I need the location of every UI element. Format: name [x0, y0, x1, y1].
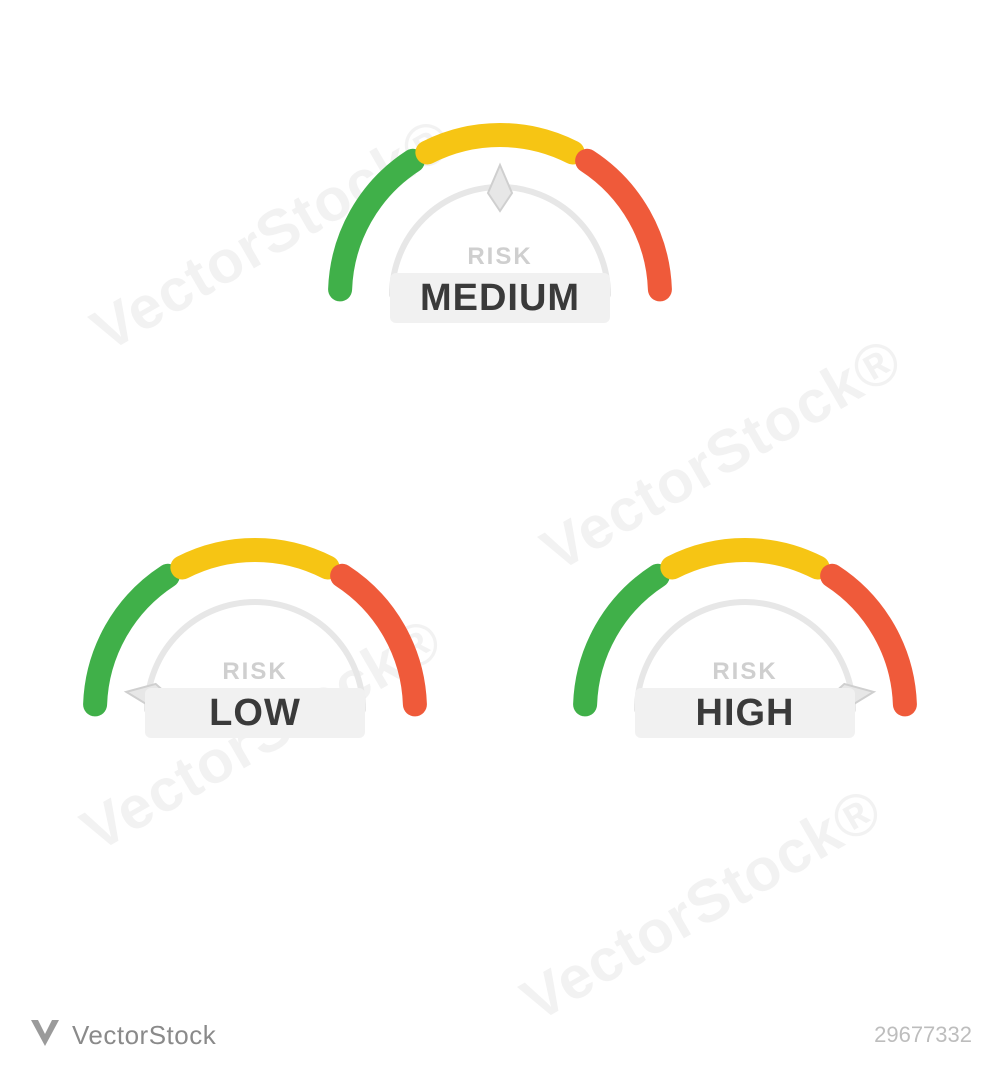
gauge-risk-label: RISK [467, 243, 532, 271]
gauge-low: RISKLOW [75, 510, 435, 870]
gauge-value-high: HIGH [635, 688, 855, 738]
gauge-segment-high [587, 161, 660, 290]
gauge-value-medium: MEDIUM [390, 273, 610, 323]
gauge-needle-icon [488, 165, 512, 211]
brand-logo-icon [28, 1016, 62, 1055]
gauge-segment-low [585, 576, 658, 705]
gauge-segment-mid [672, 550, 817, 567]
gauge-segment-mid [427, 135, 572, 152]
brand-text: VectorStock [72, 1020, 216, 1051]
gauge-risk-label: RISK [222, 658, 287, 686]
brand: VectorStock [28, 1016, 216, 1055]
gauge-canvas: VectorStock® VectorStock® VectorStock® V… [0, 0, 1000, 1000]
gauge-segment-high [342, 576, 415, 705]
gauge-segment-low [340, 161, 413, 290]
gauge-value-low: LOW [145, 688, 365, 738]
footer-bar: VectorStock 29677332 [0, 1000, 1000, 1080]
image-id: 29677332 [874, 1022, 972, 1048]
gauge-risk-label: RISK [712, 658, 777, 686]
gauge-segment-mid [182, 550, 327, 567]
gauge-high: RISKHIGH [565, 510, 925, 870]
gauge-medium: RISKMEDIUM [320, 95, 680, 455]
